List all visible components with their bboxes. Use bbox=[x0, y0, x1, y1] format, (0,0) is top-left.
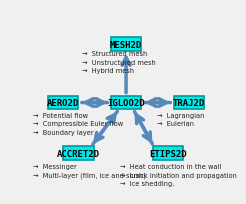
Text: AERO2D: AERO2D bbox=[47, 99, 79, 108]
Text: ETIPS2D: ETIPS2D bbox=[149, 149, 187, 158]
FancyBboxPatch shape bbox=[153, 147, 183, 160]
Text: →  Heat conduction in the wall
→  crack initiation and propagation
→  Ice sheddi: → Heat conduction in the wall → crack in… bbox=[120, 163, 237, 186]
Text: TRAJ2D: TRAJ2D bbox=[173, 99, 205, 108]
FancyBboxPatch shape bbox=[63, 147, 94, 160]
Text: MESH2D: MESH2D bbox=[110, 40, 142, 49]
Text: →  Messinger
→  Multi-layer (film, ice and slush): → Messinger → Multi-layer (film, ice and… bbox=[33, 163, 146, 178]
Text: IGLOO2D: IGLOO2D bbox=[107, 99, 145, 108]
FancyBboxPatch shape bbox=[111, 96, 141, 110]
Text: →  Potential flow
→  Compressible Euler flow
→  Boundary layer: → Potential flow → Compressible Euler fl… bbox=[33, 112, 123, 135]
Text: →  Structured mesh
→  Unstructured mesh
→  Hybrid mesh: → Structured mesh → Unstructured mesh → … bbox=[82, 51, 156, 74]
FancyBboxPatch shape bbox=[48, 96, 78, 110]
Text: ACCRET2D: ACCRET2D bbox=[57, 149, 100, 158]
FancyBboxPatch shape bbox=[111, 38, 141, 52]
FancyBboxPatch shape bbox=[174, 96, 204, 110]
Text: →  Lagrangian
→  Eulerian: → Lagrangian → Eulerian bbox=[157, 112, 204, 127]
